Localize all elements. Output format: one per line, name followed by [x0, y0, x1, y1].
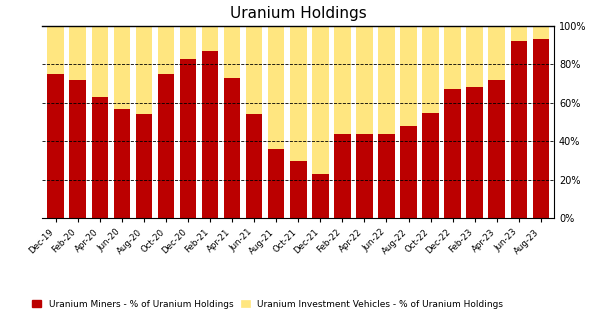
Bar	[510, 26, 527, 218]
Bar	[224, 78, 240, 218]
Bar	[510, 41, 527, 218]
Bar	[268, 26, 285, 218]
Bar	[114, 109, 130, 218]
Bar	[69, 26, 86, 218]
Bar	[180, 26, 197, 218]
Bar	[533, 26, 549, 218]
Bar	[378, 26, 395, 218]
Bar	[378, 134, 395, 218]
Bar	[136, 26, 152, 218]
Bar	[290, 161, 307, 218]
Bar	[47, 26, 64, 218]
Bar	[224, 26, 240, 218]
Bar	[312, 26, 329, 218]
Bar	[466, 26, 483, 218]
Bar	[136, 115, 152, 218]
Bar	[312, 174, 329, 218]
Bar	[422, 26, 439, 218]
Bar	[400, 26, 417, 218]
Bar	[445, 26, 461, 218]
Bar	[180, 59, 197, 218]
Bar	[488, 26, 505, 218]
Bar	[202, 51, 218, 218]
Bar	[157, 26, 174, 218]
Bar	[356, 134, 373, 218]
Bar	[334, 134, 350, 218]
Bar	[334, 26, 350, 218]
Bar	[47, 74, 64, 218]
Bar	[290, 26, 307, 218]
Bar	[422, 113, 439, 218]
Title: Uranium Holdings: Uranium Holdings	[230, 6, 366, 21]
Bar	[202, 26, 218, 218]
Bar	[488, 80, 505, 218]
Bar	[445, 90, 461, 218]
Bar	[356, 26, 373, 218]
Bar	[69, 80, 86, 218]
Legend: Uranium Miners - % of Uranium Holdings, Uranium Investment Vehicles - % of Urani: Uranium Miners - % of Uranium Holdings, …	[29, 296, 506, 312]
Bar	[533, 39, 549, 218]
Bar	[157, 74, 174, 218]
Bar	[268, 149, 285, 218]
Bar	[114, 26, 130, 218]
Bar	[400, 126, 417, 218]
Bar	[92, 26, 108, 218]
Bar	[246, 115, 262, 218]
Bar	[466, 87, 483, 218]
Bar	[246, 26, 262, 218]
Bar	[92, 97, 108, 218]
